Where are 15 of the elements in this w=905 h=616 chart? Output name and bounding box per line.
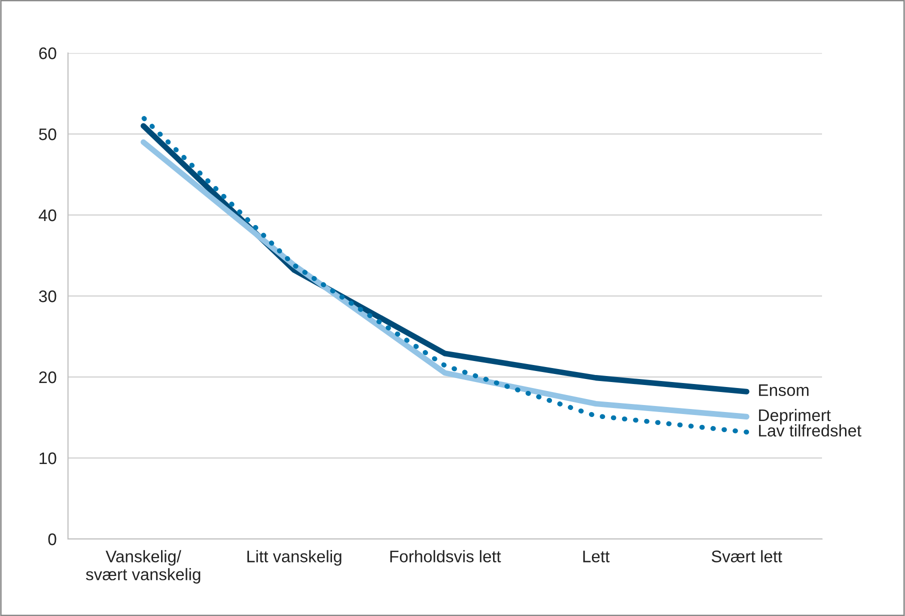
y-tick-label: 50	[39, 128, 56, 140]
series-label: Ensom	[759, 384, 808, 396]
y-tick-label: 20	[39, 371, 56, 384]
series-label: Deprimert	[759, 408, 831, 424]
x-tick-label: Forholdsvis lett	[390, 550, 501, 562]
x-tick-label: Vanskelig/ svært vanskelig	[86, 550, 200, 584]
series-label: Lav tilfredshet	[759, 424, 862, 437]
x-tick-label: Svært lett	[712, 550, 782, 562]
x-tick-label: Lett	[583, 550, 610, 562]
y-tick-label: 30	[38, 290, 56, 302]
y-tick-label: 10	[40, 452, 56, 464]
x-tick-label: Litt vanskelig	[247, 550, 342, 566]
y-tick-label: 60	[39, 47, 56, 60]
y-tick-label: 0	[48, 533, 56, 546]
y-tick-label: 40	[38, 209, 56, 222]
